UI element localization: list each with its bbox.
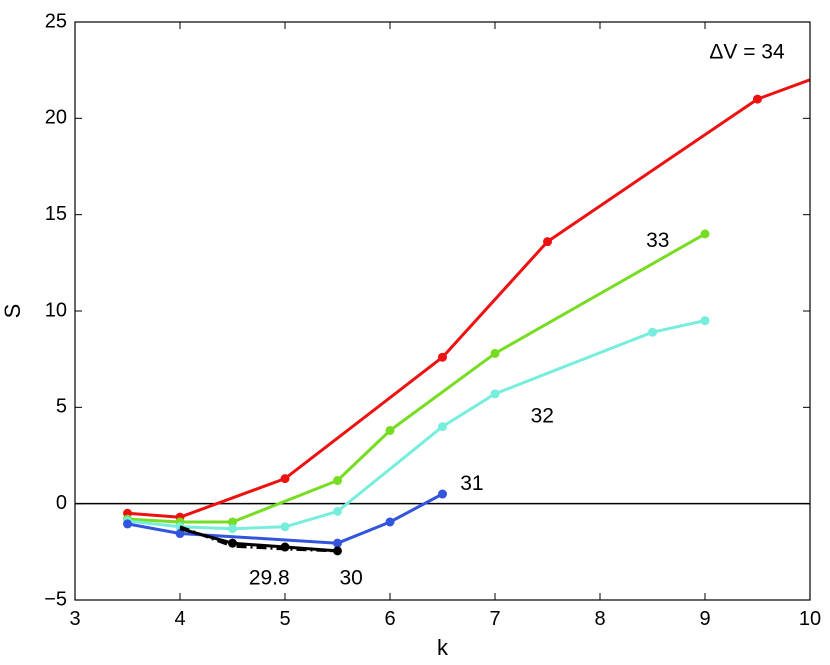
series-label: 32 (531, 405, 554, 428)
x-axis-label: k (437, 635, 449, 660)
y-tick-label: 15 (45, 203, 67, 225)
series-group (123, 78, 810, 556)
x-tick-label: 7 (489, 608, 500, 630)
series-3-point (333, 538, 342, 548)
series-2-point (490, 389, 500, 399)
series-2-point (648, 327, 657, 337)
series-1-point (333, 476, 342, 486)
series-label: 31 (460, 472, 483, 495)
x-tick-label: 8 (594, 608, 605, 630)
series-1-point (700, 229, 710, 239)
series-2-point (438, 422, 447, 432)
y-tick-label: 20 (45, 107, 67, 129)
series-1-point (228, 517, 237, 527)
series-3-point (438, 489, 447, 499)
series-2-point (228, 524, 237, 534)
y-tick-label: −5 (44, 588, 67, 610)
series-0-point (753, 94, 762, 104)
series-2-line (127, 319, 706, 531)
y-tick-label: 25 (45, 10, 67, 32)
series-0-line (127, 78, 810, 519)
y-axis-label: S (0, 304, 25, 319)
series-1-point (490, 348, 500, 358)
x-tick-label: 5 (279, 608, 290, 630)
series-label: ΔV = 34 (709, 40, 785, 63)
series-0-point (543, 237, 552, 247)
y-tick-label: 0 (56, 492, 67, 514)
x-tick-label: 9 (699, 608, 710, 630)
x-tick-label: 10 (799, 608, 821, 630)
y-tick-label: 5 (56, 396, 67, 418)
axes-frame (74, 21, 811, 601)
series-3-point (385, 517, 395, 527)
series-3-point (175, 529, 185, 539)
series-3-point (123, 519, 132, 529)
series-1-point (385, 425, 395, 435)
axes: 3 4 5 6 7 8 9 10 −5 0 5 10 15 20 25 (44, 10, 821, 630)
series-4-point (228, 538, 237, 548)
x-tick-label: 3 (69, 608, 80, 630)
series-0-point (280, 474, 290, 484)
series-label: 30 (339, 566, 362, 589)
x-tick-label: 6 (384, 608, 395, 630)
plot-area: ΔV = 34 33 32 31 30 29.8 (75, 40, 810, 589)
y-tick-label: 10 (45, 299, 67, 321)
series-label: 29.8 (249, 566, 290, 589)
series-label: 33 (646, 229, 669, 252)
series-2-point (700, 316, 710, 326)
series-0-point (438, 352, 447, 362)
series-2-point (280, 522, 290, 532)
series-5-line (179, 525, 338, 553)
series-2-point (333, 506, 342, 516)
x-tick-label: 4 (174, 608, 185, 630)
